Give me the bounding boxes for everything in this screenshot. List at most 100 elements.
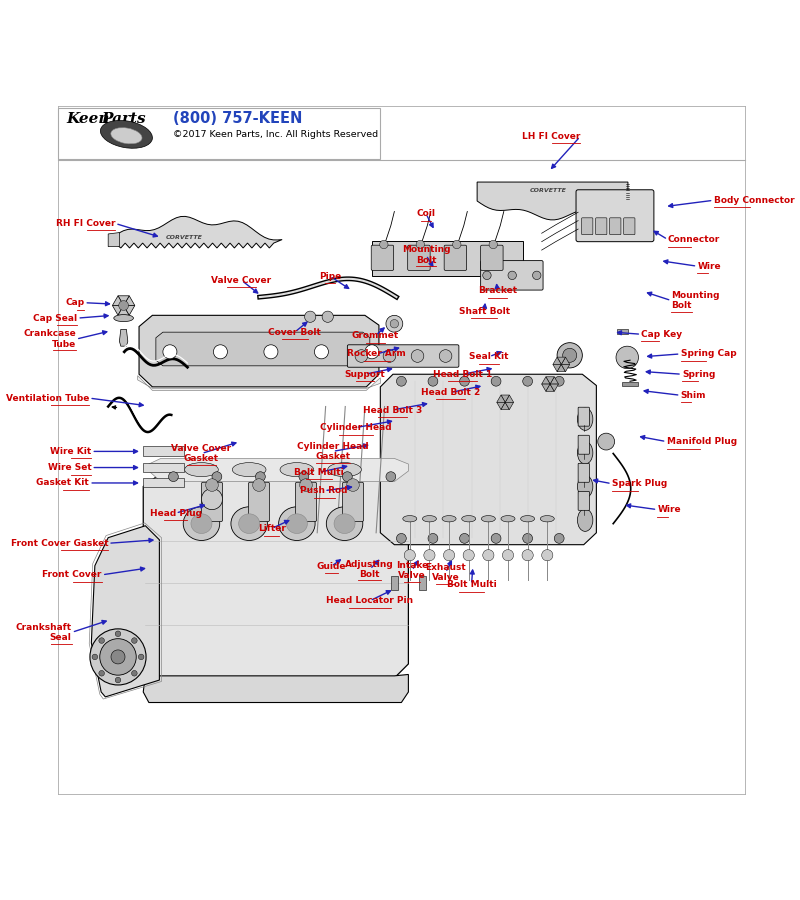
Polygon shape xyxy=(143,474,408,678)
FancyBboxPatch shape xyxy=(578,407,590,427)
Text: Wire Kit: Wire Kit xyxy=(50,447,91,456)
FancyBboxPatch shape xyxy=(582,218,593,235)
Text: Seal Kit: Seal Kit xyxy=(470,352,509,361)
Ellipse shape xyxy=(578,442,593,464)
Circle shape xyxy=(522,376,533,386)
FancyBboxPatch shape xyxy=(295,482,317,521)
Text: CORVETTE: CORVETTE xyxy=(166,235,202,240)
Polygon shape xyxy=(562,357,570,364)
Ellipse shape xyxy=(578,508,593,531)
Circle shape xyxy=(533,271,541,280)
Ellipse shape xyxy=(521,516,534,522)
Polygon shape xyxy=(553,364,562,372)
Text: Valve Cover
Gasket: Valve Cover Gasket xyxy=(171,444,231,464)
Text: Cover Bolt: Cover Bolt xyxy=(268,328,321,337)
Text: Guide: Guide xyxy=(317,562,346,571)
Text: Head Bolt 1: Head Bolt 1 xyxy=(433,370,492,379)
FancyBboxPatch shape xyxy=(444,245,466,270)
Text: Crankcase
Tube: Crankcase Tube xyxy=(23,329,76,349)
Text: Exhaust
Valve: Exhaust Valve xyxy=(425,563,466,582)
Text: ©2017 Keen Parts, Inc. All Rights Reserved: ©2017 Keen Parts, Inc. All Rights Reserv… xyxy=(174,130,378,139)
Text: (800) 757-KEEN: (800) 757-KEEN xyxy=(174,112,302,126)
Polygon shape xyxy=(149,458,408,482)
Text: Spring: Spring xyxy=(682,370,715,379)
Ellipse shape xyxy=(286,514,307,534)
Text: Grommet: Grommet xyxy=(352,331,399,340)
Circle shape xyxy=(463,550,474,561)
Ellipse shape xyxy=(442,516,456,522)
Circle shape xyxy=(212,472,222,482)
Circle shape xyxy=(255,472,266,482)
FancyBboxPatch shape xyxy=(143,463,184,472)
Polygon shape xyxy=(118,296,130,305)
Text: Cylinder Head
Gasket: Cylinder Head Gasket xyxy=(297,442,369,461)
FancyBboxPatch shape xyxy=(408,245,430,270)
FancyBboxPatch shape xyxy=(618,328,628,334)
Text: Front Cover Gasket: Front Cover Gasket xyxy=(10,539,108,548)
Polygon shape xyxy=(501,402,510,410)
Circle shape xyxy=(557,343,582,368)
Circle shape xyxy=(404,550,415,561)
Polygon shape xyxy=(497,395,505,402)
Ellipse shape xyxy=(191,514,212,534)
Circle shape xyxy=(305,311,316,322)
Circle shape xyxy=(99,670,105,676)
Circle shape xyxy=(397,376,406,386)
Text: Cap Key: Cap Key xyxy=(642,329,682,338)
Text: Pipe: Pipe xyxy=(318,272,341,281)
Text: Wire: Wire xyxy=(698,262,721,271)
FancyBboxPatch shape xyxy=(58,108,380,159)
Text: Wire: Wire xyxy=(658,505,681,514)
Circle shape xyxy=(491,376,501,386)
Ellipse shape xyxy=(578,475,593,498)
FancyBboxPatch shape xyxy=(143,446,184,455)
Text: LH FI Cover: LH FI Cover xyxy=(522,132,580,141)
Polygon shape xyxy=(112,296,124,305)
Circle shape xyxy=(491,534,501,544)
Text: RH FI Cover: RH FI Cover xyxy=(56,219,115,228)
Circle shape xyxy=(380,240,388,248)
Polygon shape xyxy=(138,375,380,391)
Polygon shape xyxy=(557,357,566,364)
Text: Shaft Bolt: Shaft Bolt xyxy=(458,307,510,316)
Polygon shape xyxy=(380,374,596,544)
Circle shape xyxy=(459,534,470,544)
FancyBboxPatch shape xyxy=(578,436,590,454)
Ellipse shape xyxy=(183,507,220,541)
Ellipse shape xyxy=(540,516,554,522)
Circle shape xyxy=(411,350,424,363)
Circle shape xyxy=(508,271,517,280)
Circle shape xyxy=(111,650,125,664)
Circle shape xyxy=(443,550,454,561)
Ellipse shape xyxy=(462,516,476,522)
FancyBboxPatch shape xyxy=(624,218,635,235)
Ellipse shape xyxy=(111,128,142,144)
Ellipse shape xyxy=(114,315,134,321)
Ellipse shape xyxy=(238,514,260,534)
Polygon shape xyxy=(156,332,370,365)
Ellipse shape xyxy=(578,408,593,430)
Circle shape xyxy=(428,534,438,544)
Circle shape xyxy=(264,345,278,359)
Circle shape xyxy=(202,489,222,509)
Text: Bracket: Bracket xyxy=(478,286,517,295)
Text: Head Bolt 3: Head Bolt 3 xyxy=(362,406,422,415)
Text: Lifter: Lifter xyxy=(258,524,286,533)
Circle shape xyxy=(92,654,98,660)
Text: Cap Seal: Cap Seal xyxy=(33,313,78,322)
Polygon shape xyxy=(553,357,562,364)
Ellipse shape xyxy=(402,516,417,522)
Circle shape xyxy=(439,350,452,363)
Circle shape xyxy=(163,345,177,359)
Circle shape xyxy=(342,472,352,482)
Polygon shape xyxy=(546,377,554,384)
Circle shape xyxy=(522,550,534,561)
Ellipse shape xyxy=(334,514,355,534)
FancyBboxPatch shape xyxy=(576,190,654,242)
Circle shape xyxy=(598,433,614,450)
Text: Body Connector: Body Connector xyxy=(714,196,794,205)
FancyBboxPatch shape xyxy=(622,382,638,386)
Text: Head Plug: Head Plug xyxy=(150,508,202,518)
Ellipse shape xyxy=(328,463,362,477)
Circle shape xyxy=(206,479,218,491)
